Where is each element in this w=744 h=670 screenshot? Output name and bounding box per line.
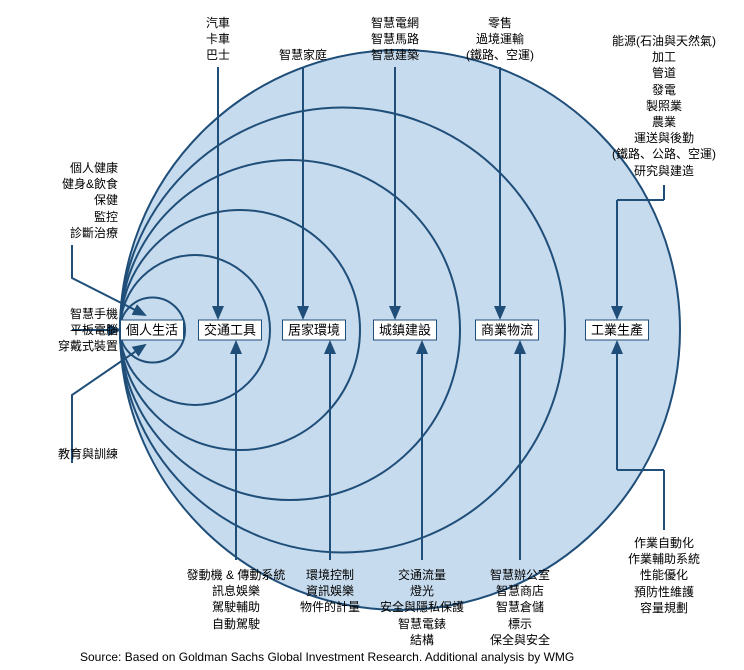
label-line: 零售 xyxy=(466,15,534,31)
label-line: 加工 xyxy=(612,49,716,65)
label-line: 安全與隱私保護 xyxy=(380,599,464,615)
label-line: 作業輔助系統 xyxy=(628,551,700,567)
label-line: 駕駛輔助 xyxy=(187,599,286,615)
label-health: 個人健康健身&飲食保健監控診斷治療 xyxy=(62,160,118,241)
label-line: 發電 xyxy=(612,82,716,98)
label-line: 結構 xyxy=(380,632,464,648)
label-line: 運送與後勤 xyxy=(612,130,716,146)
label-line: 智慧倉儲 xyxy=(490,599,550,615)
label-line: 訊息娛樂 xyxy=(187,583,286,599)
category-box-commerce: 商業物流 xyxy=(475,320,539,341)
label-engine: 發動機 & 傳動系統訊息娛樂駕駛輔助自動駕駛 xyxy=(187,567,286,632)
label-line: 保健 xyxy=(62,192,118,208)
label-line: 保全與安全 xyxy=(490,632,550,648)
label-line: 製照業 xyxy=(612,98,716,114)
label-envctrl: 環境控制資訊娛樂物件的計量 xyxy=(300,567,360,616)
label-line: 平板電腦 xyxy=(58,322,118,338)
label-line: 標示 xyxy=(490,616,550,632)
label-automation: 作業自動化作業輔助系統性能優化預防性維護容量規劃 xyxy=(628,535,700,616)
label-line: 燈光 xyxy=(380,583,464,599)
label-line: 環境控制 xyxy=(300,567,360,583)
label-line: 智慧電錶 xyxy=(380,616,464,632)
label-smartgrid: 智慧電網智慧馬路智慧建築 xyxy=(371,15,419,64)
category-box-city: 城鎮建設 xyxy=(373,320,437,341)
label-devices: 智慧手機平板電腦穿戴式裝置 xyxy=(58,306,118,355)
label-line: 預防性維護 xyxy=(628,584,700,600)
label-line: 性能優化 xyxy=(628,567,700,583)
category-box-personal: 個人生活 xyxy=(120,320,184,341)
label-line: 容量規劃 xyxy=(628,600,700,616)
label-line: 作業自動化 xyxy=(628,535,700,551)
label-line: 智慧辦公室 xyxy=(490,567,550,583)
label-line: 智慧電網 xyxy=(371,15,419,31)
category-box-industry: 工業生產 xyxy=(585,320,649,341)
label-line: (鐵路、空運) xyxy=(466,47,534,63)
label-line: 物件的計量 xyxy=(300,599,360,615)
label-education: 教育與訓練 xyxy=(58,446,118,462)
label-line: 智慧建築 xyxy=(371,47,419,63)
label-line: 管道 xyxy=(612,65,716,81)
label-line: 農業 xyxy=(612,114,716,130)
label-line: 自動駕駛 xyxy=(187,616,286,632)
label-cars: 汽車卡車巴士 xyxy=(206,15,230,64)
label-line: 卡車 xyxy=(206,31,230,47)
label-line: 巴士 xyxy=(206,47,230,63)
label-line: 監控 xyxy=(62,209,118,225)
label-line: 交通流量 xyxy=(380,567,464,583)
label-retail: 零售過境運輸(鐵路、空運) xyxy=(466,15,534,64)
label-smartoffice: 智慧辦公室智慧商店智慧倉儲標示保全與安全 xyxy=(490,567,550,648)
label-line: 發動機 & 傳動系統 xyxy=(187,567,286,583)
label-line: 研究與建造 xyxy=(612,163,716,179)
source-citation: Source: Based on Goldman Sachs Global In… xyxy=(80,650,574,664)
label-line: 智慧手機 xyxy=(58,306,118,322)
label-line: 汽車 xyxy=(206,15,230,31)
label-line: 診斷治療 xyxy=(62,225,118,241)
label-line: (鐵路、公路、空運) xyxy=(612,146,716,162)
label-line: 健身&飲食 xyxy=(62,176,118,192)
label-energy: 能源(石油與天然氣)加工管道發電製照業農業運送與後勤(鐵路、公路、空運)研究與建… xyxy=(612,33,716,179)
label-line: 智慧商店 xyxy=(490,583,550,599)
label-line: 穿戴式裝置 xyxy=(58,338,118,354)
label-line: 個人健康 xyxy=(62,160,118,176)
label-line: 教育與訓練 xyxy=(58,446,118,462)
category-box-transport: 交通工具 xyxy=(198,320,262,341)
category-box-home: 居家環境 xyxy=(282,320,346,341)
label-line: 能源(石油與天然氣) xyxy=(612,33,716,49)
label-traffic: 交通流量燈光安全與隱私保護智慧電錶結構 xyxy=(380,567,464,648)
label-smarthome: 智慧家庭 xyxy=(279,47,327,63)
label-line: 資訊娛樂 xyxy=(300,583,360,599)
label-line: 智慧家庭 xyxy=(279,47,327,63)
label-line: 過境運輸 xyxy=(466,31,534,47)
label-line: 智慧馬路 xyxy=(371,31,419,47)
